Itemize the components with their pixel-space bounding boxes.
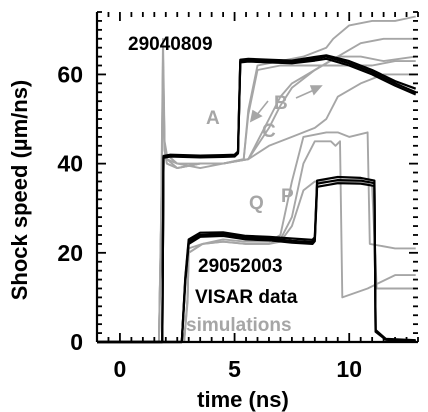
- y-tick-label: 20: [57, 240, 83, 266]
- x-tick-label: 0: [114, 356, 127, 382]
- simulation-line-5: [97, 73, 416, 343]
- visar-data-line-3: [97, 54, 417, 344]
- simulation-line-8: [97, 180, 416, 343]
- tick-marks: [96, 11, 419, 343]
- shot-label-29052003: 29052003: [198, 256, 283, 277]
- curve-label-Q: Q: [249, 193, 264, 214]
- legend-simulations: simulations: [186, 315, 292, 336]
- visar-data-series: [97, 54, 417, 344]
- arrow-head-B: [309, 85, 323, 96]
- arrow-head-C: [249, 109, 263, 123]
- curve-label-P: P: [281, 186, 294, 207]
- curve-label-A: A: [206, 108, 220, 129]
- arrow-to-curve-B: [295, 89, 315, 99]
- visar-data-line-2: [97, 57, 417, 344]
- y-tick-label: 0: [70, 329, 83, 355]
- annotation-arrows: [249, 85, 323, 123]
- y-tick-label: 40: [57, 151, 83, 177]
- tick-labels: 0 5 10 0 20 40 60: [57, 61, 362, 382]
- x-tick-label: 10: [336, 356, 362, 382]
- y-tick-label: 60: [57, 61, 83, 87]
- y-axis-label: Shock speed (µm/ns): [7, 80, 32, 301]
- visar-data-line-6: [97, 182, 416, 344]
- legend-visar-data: VISAR data: [195, 287, 298, 308]
- curve-label-C: C: [262, 121, 276, 142]
- curve-label-B: B: [274, 93, 288, 114]
- x-tick-label: 5: [228, 356, 241, 382]
- x-axis-label: time (ns): [197, 387, 289, 412]
- shot-label-29040809: 29040809: [128, 34, 213, 55]
